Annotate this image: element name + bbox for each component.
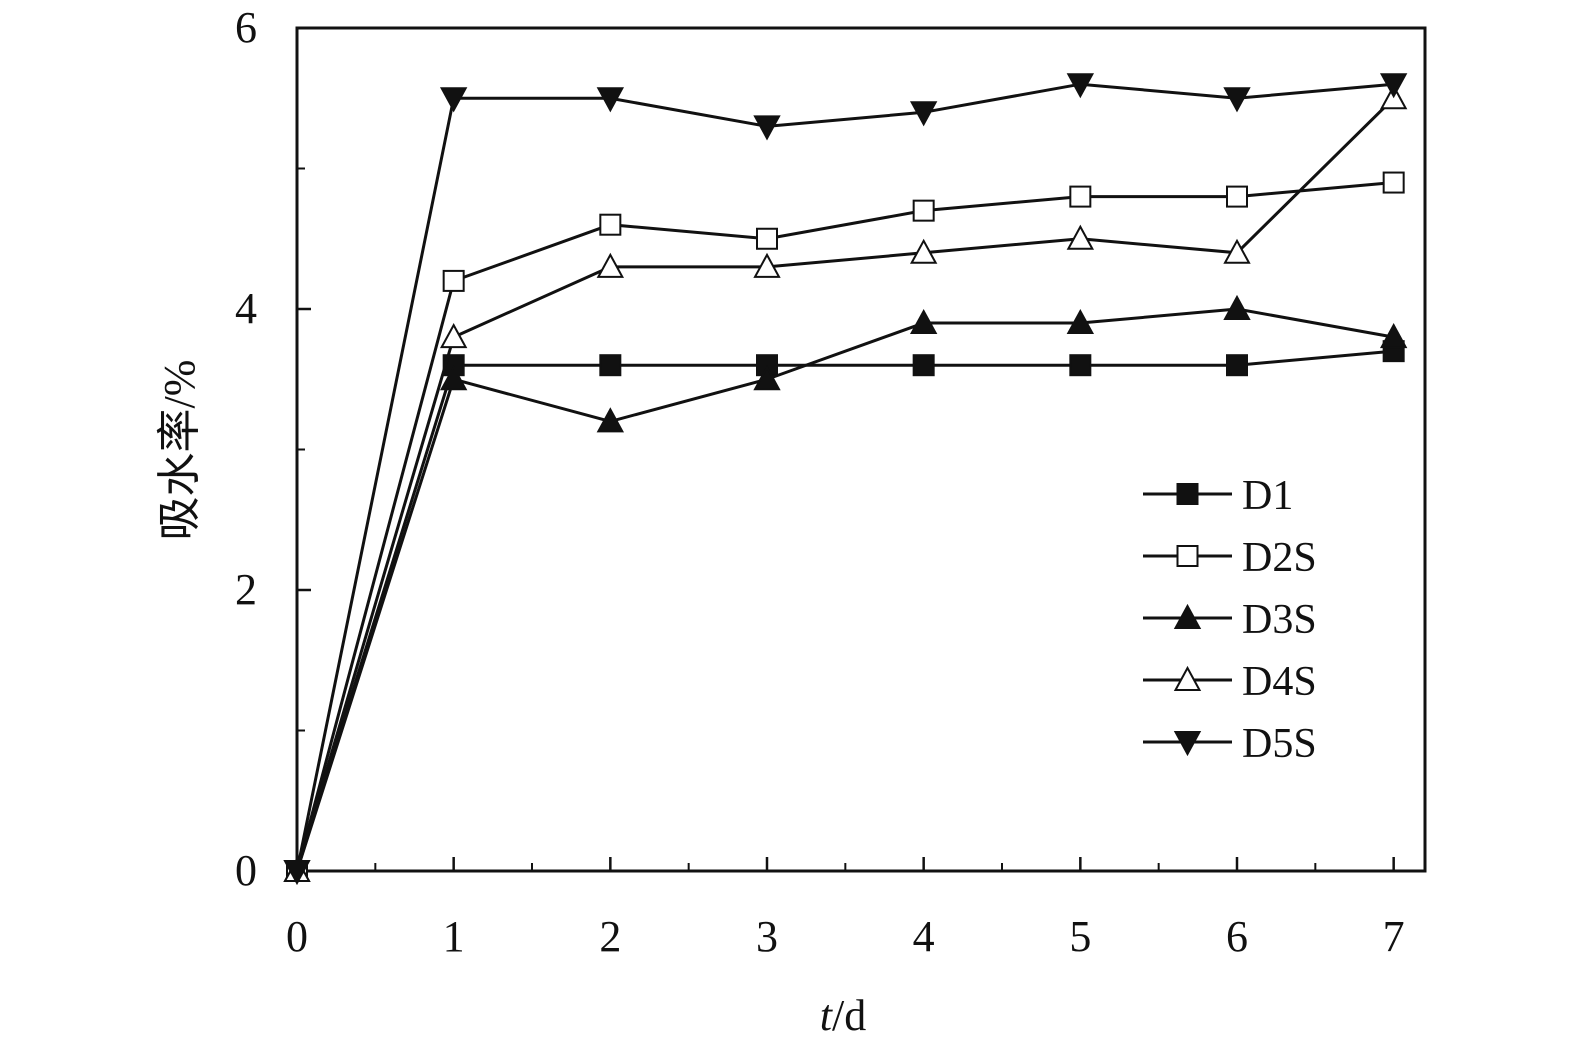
series-d5s [283,73,1408,886]
data-point [1066,224,1095,250]
x-tick-label: 6 [1226,912,1248,961]
data-point [753,365,781,391]
data-point [1379,323,1408,349]
x-tick-label: 5 [1069,912,1091,961]
data-point [753,115,781,141]
legend-label: D4S [1242,659,1317,705]
data-point [596,87,625,113]
x-axis-title: t/d [820,991,866,1040]
data-point [1069,354,1092,377]
x-axis-title-variable: t [820,991,834,1040]
data-point [1223,294,1251,320]
legend-marker [1173,665,1202,691]
data-point [753,252,781,278]
data-point [442,269,465,292]
x-tick-label: 1 [443,912,465,961]
legend-item: D1 [1143,473,1293,519]
data-point [1223,87,1251,113]
legend-label: D2S [1242,535,1317,581]
data-point [756,227,778,250]
data-point [439,323,468,349]
x-tick-label: 0 [286,912,308,961]
data-point [1066,73,1095,99]
x-tick-label: 2 [599,912,621,961]
legend-marker [1176,545,1199,567]
series-line [295,181,1394,872]
y-tick-label: 6 [235,3,257,52]
legend-label: D5S [1242,721,1317,767]
data-point [1382,171,1405,194]
data-point [909,101,938,127]
legend-label: D1 [1242,473,1293,519]
series-line [295,82,1394,872]
data-point [1226,185,1248,208]
axis-ticks: 0 1 2 3 4 5 6 7 0 2 4 6 [235,3,1405,961]
x-tick-label: 4 [913,912,935,961]
series-line [295,349,1394,872]
data-point [912,199,935,222]
data-point [599,213,622,236]
data-point [439,87,468,113]
series-d1 [286,340,1405,882]
series-d3s [283,294,1408,882]
legend-marker [1173,731,1202,757]
data-point [909,308,938,335]
x-axis-title-unit: /d [832,991,866,1040]
series-line [295,97,1395,872]
series-line [295,307,1394,872]
data-point [912,354,935,377]
y-tick-label: 0 [235,846,257,895]
data-point [596,407,625,433]
data-point [439,365,468,391]
data-point [599,354,622,377]
y-tick-label: 4 [235,284,257,333]
legend-marker [1173,603,1202,629]
data-point [909,238,938,264]
y-tick-label: 2 [235,565,257,614]
legend-item: D3S [1143,597,1317,643]
data-point [283,860,311,886]
y-axis-title: 吸水率/% [155,360,204,541]
data-point [1223,238,1251,264]
data-point [1379,73,1408,99]
legend-item: D2S [1143,535,1317,581]
data-point [1069,185,1092,208]
data-point [596,252,625,278]
series-d2s [286,171,1405,882]
x-tick-label: 7 [1383,912,1405,961]
legend-label: D3S [1242,597,1317,643]
data-point [1226,354,1248,377]
legend: D1 D2S D3S D4S D5S [1143,473,1317,767]
legend-item: D4S [1143,659,1317,705]
legend-item: D5S [1143,721,1317,767]
x-tick-label: 3 [756,912,778,961]
series-layer [283,73,1408,886]
data-point [1066,308,1095,335]
legend-marker [1176,483,1199,505]
